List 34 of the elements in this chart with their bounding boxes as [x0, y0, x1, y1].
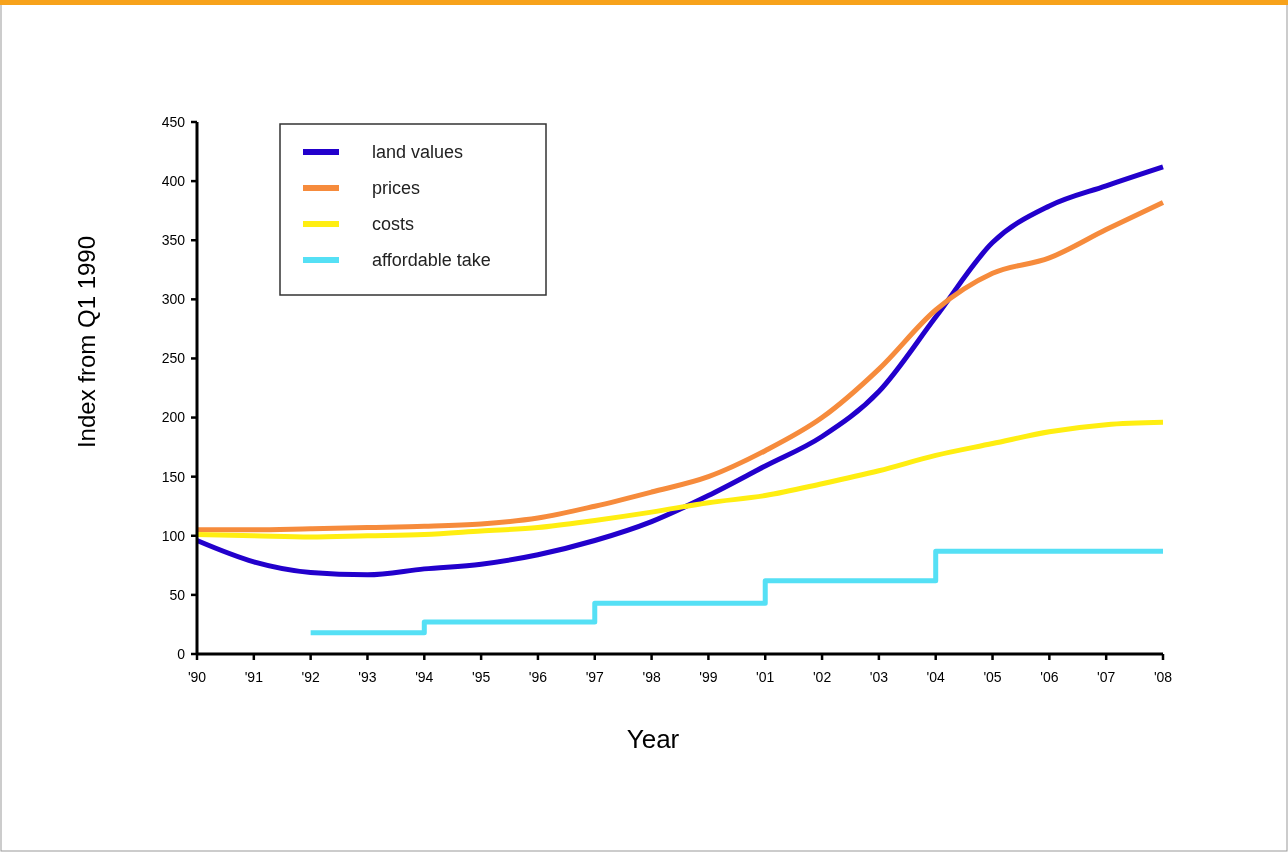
x-tick-label: '02 [812, 669, 832, 685]
x-tick-label: '97 [585, 669, 605, 685]
x-tick-label: '98 [642, 669, 661, 685]
y-tick-label: 250 [161, 350, 186, 367]
x-tick-label: '05 [983, 669, 1002, 685]
x-tick-label: '93 [358, 669, 377, 685]
x-axis-title: Year [626, 724, 680, 754]
x-tick-label: '03 [869, 669, 889, 685]
y-axis-title: Index from Q1 1990 [73, 235, 100, 449]
y-tick-label: 100 [161, 527, 186, 544]
x-tick-label: '94 [415, 669, 434, 685]
x-tick-label: '06 [1040, 669, 1059, 685]
y-tick-label: 300 [161, 291, 186, 308]
legend-label: affordable take [372, 250, 491, 271]
x-tick-label: '96 [528, 669, 548, 685]
y-tick-label: 450 [161, 113, 186, 130]
y-tick-label: 0 [177, 645, 186, 662]
legend-label: costs [372, 214, 415, 235]
y-tick-label: 400 [161, 173, 186, 190]
x-tick-label: '04 [926, 669, 946, 685]
x-tick-label: '95 [471, 669, 491, 685]
legend-label: prices [372, 178, 421, 199]
legend-label: land values [372, 142, 464, 163]
y-tick-label: 50 [169, 586, 186, 603]
y-tick-label: 200 [161, 409, 186, 426]
x-tick-label: '99 [699, 669, 718, 685]
x-tick-label: '08 [1153, 669, 1173, 685]
x-tick-label: '91 [244, 669, 264, 685]
y-tick-label: 150 [161, 468, 186, 485]
x-tick-label: '01 [756, 669, 775, 685]
x-tick-label: '92 [301, 669, 320, 685]
x-tick-label: '90 [187, 669, 207, 685]
y-tick-label: 350 [161, 232, 186, 249]
x-tick-label: '07 [1097, 669, 1116, 685]
